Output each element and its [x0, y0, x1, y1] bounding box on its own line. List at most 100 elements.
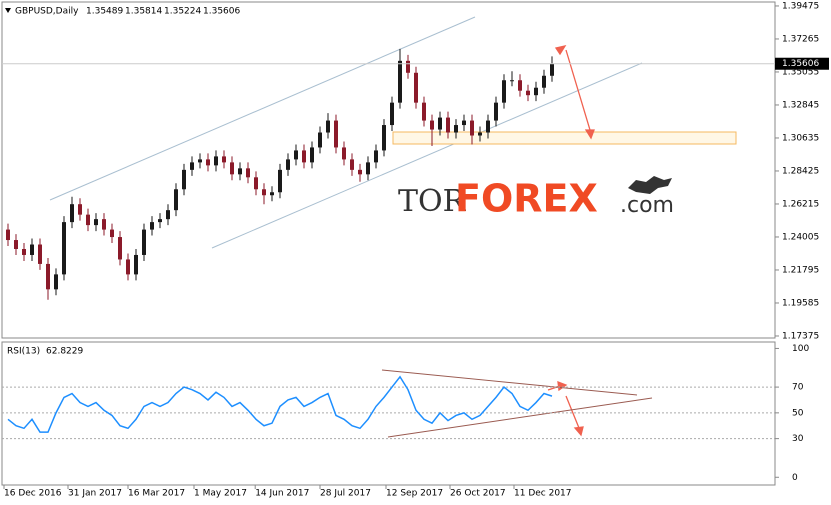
rsi-tick-label: 100: [792, 344, 809, 354]
header-value: 1.35489: [86, 7, 123, 17]
candle-body: [550, 63, 554, 76]
candle-body: [118, 237, 122, 260]
y-tick-label: 1.19585: [782, 298, 819, 308]
candle-body: [310, 147, 314, 163]
candle-body: [150, 222, 154, 230]
candle-body: [22, 248, 26, 255]
candle-body: [110, 229, 114, 238]
candle-body: [206, 159, 210, 166]
header-value: 1.35224: [164, 7, 201, 17]
candle-body: [542, 75, 546, 88]
candle-body: [486, 120, 490, 133]
candle-body: [414, 72, 418, 103]
logo-forex: FOREX: [455, 177, 598, 221]
price-panel: [1, 1, 776, 339]
candle-body: [470, 120, 474, 136]
candle-body: [158, 219, 162, 223]
header-icon: [5, 8, 11, 13]
candle-body: [462, 120, 466, 126]
channel-upper: [49, 16, 476, 201]
candle-body: [430, 120, 434, 130]
y-tick-label: 1.39475: [782, 1, 819, 11]
candle-body: [366, 162, 370, 175]
candle-body: [30, 244, 34, 255]
candle-body: [142, 229, 146, 255]
x-tick-label: 28 Jul 2017: [320, 489, 371, 499]
x-tick-label: 12 Sep 2017: [386, 489, 443, 499]
candle-body: [478, 132, 482, 136]
candle-body: [446, 117, 450, 133]
current-price-box: [775, 57, 829, 70]
candle-body: [70, 204, 74, 223]
header-value: 1.35606: [203, 7, 240, 17]
rsi-label: RSI(13): [7, 347, 40, 357]
candle-body: [334, 120, 338, 148]
rsi-trend-upper: [381, 369, 638, 396]
header-value: 1.35814: [125, 7, 162, 17]
candle-body: [518, 80, 522, 91]
y-tick-label: 1.26215: [782, 199, 819, 209]
candle-body: [14, 240, 18, 249]
y-tick-label: 1.37265: [782, 34, 819, 44]
candle-body: [302, 150, 306, 163]
candle-body: [422, 102, 426, 121]
y-tick-label: 1.30635: [782, 133, 819, 143]
candle-body: [246, 168, 250, 178]
candle-body: [54, 274, 58, 290]
candle-body: [214, 156, 218, 166]
candle-body: [406, 60, 410, 73]
candle-body: [398, 60, 402, 103]
candle-body: [326, 120, 330, 133]
rsi-tick-label: 0: [792, 473, 798, 483]
candle-body: [86, 214, 90, 226]
rsi-tick-label: 50: [792, 408, 804, 418]
candle-body: [294, 150, 298, 160]
candle-body: [438, 117, 442, 130]
candle-body: [190, 162, 194, 170]
candle-body: [286, 159, 290, 170]
y-tick-label: 1.24005: [782, 232, 819, 242]
candle-body: [38, 244, 42, 264]
candle-body: [198, 159, 202, 163]
candle-body: [62, 222, 66, 275]
rsi-tick-label: 30: [792, 434, 804, 444]
candle-body: [510, 80, 514, 82]
arrows: [547, 45, 595, 437]
candle-body: [238, 168, 242, 175]
x-tick-label: 16 Dec 2016: [4, 489, 62, 499]
rsi-last: 62.8229: [46, 347, 83, 357]
rsi-trend-lower: [387, 397, 653, 438]
candle-body: [350, 159, 354, 170]
candle-body: [78, 204, 82, 215]
candle-body: [454, 125, 458, 133]
y-tick-label: 1.32845: [782, 100, 819, 110]
rsi-panel: [1, 341, 776, 486]
x-tick-label: 11 Dec 2017: [514, 489, 572, 499]
logo-com: .com: [620, 193, 674, 218]
rsi-line: [7, 375, 553, 433]
candle-body: [318, 132, 322, 148]
x-tick-label: 31 Jan 2017: [68, 489, 122, 499]
candle-body: [534, 87, 538, 96]
candle-body: [134, 254, 138, 275]
y-tick-label: 1.17375: [782, 331, 819, 341]
candle-body: [358, 169, 362, 175]
x-tick-label: 1 May 2017: [194, 489, 247, 499]
candle-body: [166, 210, 170, 220]
candle-body: [222, 156, 226, 163]
logo: TOR FOREX .com: [398, 176, 674, 221]
logo-tor: TOR: [398, 184, 467, 219]
x-tick-label: 14 Jun 2017: [255, 489, 309, 499]
candle-body: [342, 147, 346, 160]
candle-body: [526, 90, 530, 96]
candle-body: [494, 102, 498, 121]
candle-body: [182, 169, 186, 190]
candle-body: [270, 192, 274, 196]
candle-body: [230, 162, 234, 175]
candle-body: [46, 263, 50, 290]
candle-body: [390, 102, 394, 126]
candle-body: [502, 80, 506, 103]
rsi-tick-label: 70: [792, 383, 804, 393]
candle-body: [382, 125, 386, 151]
candle-body: [278, 169, 282, 193]
